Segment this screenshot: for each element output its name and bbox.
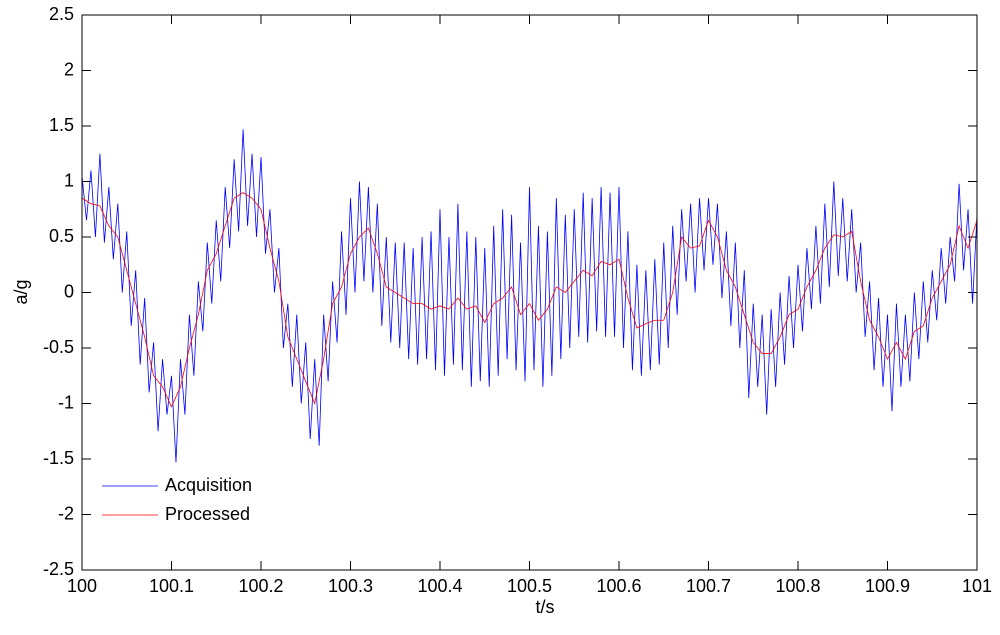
- y-tick-label: 1: [64, 170, 74, 190]
- y-tick-label: 0: [64, 281, 74, 301]
- x-tick-label: 100.9: [865, 576, 910, 596]
- series-line: [81, 129, 978, 463]
- y-tick-label: 2.5: [49, 4, 74, 24]
- x-tick-label: 100.6: [596, 576, 641, 596]
- x-tick-label: 100: [67, 576, 97, 596]
- legend-label: Processed: [165, 504, 250, 524]
- y-tick-label: -1: [58, 392, 74, 412]
- x-tick-label: 100.2: [238, 576, 283, 596]
- y-tick-label: -2: [58, 503, 74, 523]
- x-tick-label: 100.8: [775, 576, 820, 596]
- x-tick-label: 100.1: [149, 576, 194, 596]
- x-tick-label: 100.5: [507, 576, 552, 596]
- y-axis-label: a/g: [11, 279, 31, 304]
- x-tick-label: 100.7: [686, 576, 731, 596]
- y-tick-label: -0.5: [43, 337, 74, 357]
- y-tick-label: 0.5: [49, 226, 74, 246]
- series-line: [81, 192, 978, 408]
- y-tick-label: 1.5: [49, 115, 74, 135]
- y-tick-label: -2.5: [43, 559, 74, 579]
- x-tick-label: 100.3: [328, 576, 373, 596]
- plot-frame: [81, 14, 978, 571]
- y-tick-label: 2: [64, 59, 74, 79]
- x-axis-label: t/s: [535, 597, 554, 617]
- x-tick-label: 100.4: [417, 576, 462, 596]
- x-tick-label: 101: [962, 576, 992, 596]
- y-tick-label: -1.5: [43, 448, 74, 468]
- legend-label: Acquisition: [165, 475, 252, 495]
